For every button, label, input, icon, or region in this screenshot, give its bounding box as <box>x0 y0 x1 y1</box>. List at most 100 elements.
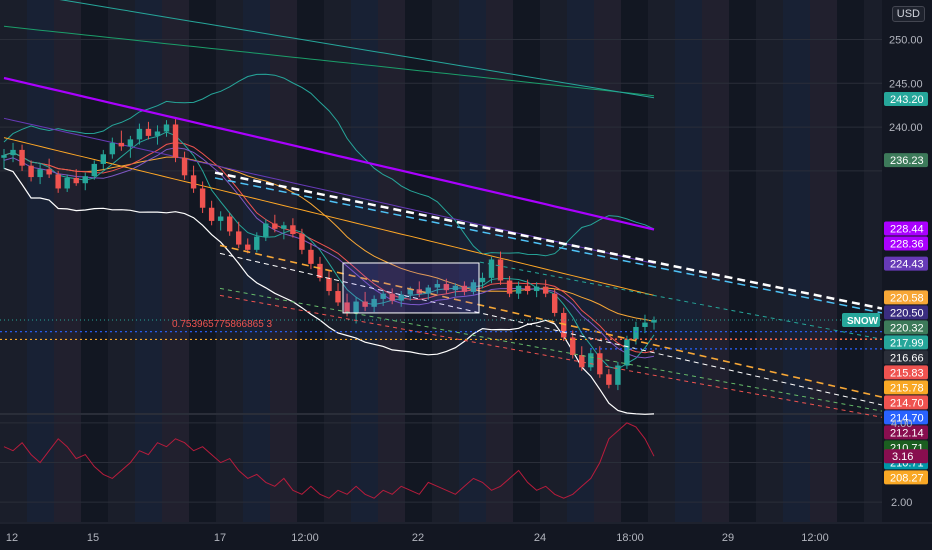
candle-body[interactable] <box>488 259 495 278</box>
drawing-overlays[interactable]: 0.753965775866865 3 <box>0 171 883 418</box>
candle-body[interactable] <box>624 339 630 366</box>
candle-body[interactable] <box>226 216 233 232</box>
candle-body[interactable] <box>542 286 549 294</box>
candle-body[interactable] <box>389 293 395 301</box>
price-tag[interactable] <box>884 256 928 271</box>
price-tag[interactable] <box>884 305 928 320</box>
candle-body[interactable] <box>100 154 107 164</box>
candle-body[interactable] <box>570 337 576 356</box>
price-axis[interactable]: 250.00 245.00 240.00 243.20 236.23 228.44 228.… <box>842 0 932 550</box>
candle-body[interactable] <box>236 231 242 245</box>
candle-body[interactable] <box>452 285 459 291</box>
candle-body[interactable] <box>145 128 152 136</box>
candle-body[interactable] <box>1 155 7 158</box>
candle-body[interactable] <box>425 287 432 294</box>
candle-body[interactable] <box>443 284 450 291</box>
symbol-tag[interactable] <box>842 313 880 328</box>
candle-body[interactable] <box>344 302 350 313</box>
time-axis[interactable]: 12 15 17 12:00 22 24 18:00 29 12:00 <box>0 522 932 550</box>
candle-body[interactable] <box>19 149 25 166</box>
price-tag[interactable] <box>884 153 928 168</box>
candle-body[interactable] <box>633 326 639 340</box>
price-tag[interactable] <box>884 470 928 485</box>
candle-body[interactable] <box>615 365 621 385</box>
trendline-lower-green[interactable] <box>219 287 883 412</box>
candle-body[interactable] <box>281 225 287 229</box>
candle-body[interactable] <box>190 175 197 189</box>
candle-body[interactable] <box>46 169 52 175</box>
candle-body[interactable] <box>290 225 296 235</box>
trendline-mid[interactable] <box>219 244 883 398</box>
candle-body[interactable] <box>136 128 143 140</box>
candle-body[interactable] <box>263 223 269 237</box>
candle-body[interactable] <box>109 142 116 155</box>
candle-body[interactable] <box>208 207 215 221</box>
candle-body[interactable] <box>642 322 648 327</box>
candle-body[interactable] <box>362 301 368 307</box>
candle-body[interactable] <box>497 259 504 281</box>
candle-body[interactable] <box>515 285 522 294</box>
candle-body[interactable] <box>335 291 341 303</box>
price-tag[interactable] <box>884 410 928 425</box>
price-tag[interactable] <box>884 425 928 440</box>
candle-body[interactable] <box>91 163 97 177</box>
price-tag[interactable] <box>884 365 928 380</box>
price-tag[interactable] <box>884 380 928 395</box>
candle-body[interactable] <box>37 169 43 178</box>
candle-body[interactable] <box>181 157 188 176</box>
candle-body[interactable] <box>64 177 70 189</box>
candle-body[interactable] <box>254 236 260 250</box>
candle-body[interactable] <box>163 124 170 132</box>
candlestick-series[interactable] <box>1 119 657 391</box>
candle-body[interactable] <box>533 286 540 292</box>
price-tag[interactable] <box>884 335 928 350</box>
candle-body[interactable] <box>588 353 594 368</box>
candle-body[interactable] <box>317 263 323 278</box>
price-tag[interactable] <box>884 350 928 365</box>
candle-body[interactable] <box>272 223 278 229</box>
candle-body[interactable] <box>82 176 88 184</box>
candle-body[interactable] <box>579 355 585 368</box>
trendline-upper[interactable] <box>214 171 883 310</box>
osc-value-tag[interactable] <box>884 449 928 464</box>
candle-body[interactable] <box>551 293 558 313</box>
price-tag[interactable] <box>884 92 928 107</box>
candle-body[interactable] <box>524 285 531 292</box>
candle-body[interactable] <box>606 374 612 385</box>
price-tag[interactable] <box>884 236 928 251</box>
candle-body[interactable] <box>651 320 657 323</box>
candle-body[interactable] <box>245 244 251 250</box>
candle-body[interactable] <box>506 280 513 294</box>
candle-body[interactable] <box>407 289 413 295</box>
range-box[interactable] <box>342 262 480 314</box>
candle-body[interactable] <box>308 249 314 264</box>
candle-body[interactable] <box>398 294 404 301</box>
candle-body[interactable] <box>154 131 161 136</box>
candle-body[interactable] <box>118 142 125 147</box>
candle-body[interactable] <box>73 177 79 184</box>
trendline-upper-blue[interactable] <box>214 177 883 314</box>
candle-body[interactable] <box>353 301 359 313</box>
trendline-lower-red[interactable] <box>219 294 883 418</box>
candle-body[interactable] <box>470 282 477 292</box>
candle-body[interactable] <box>326 277 332 292</box>
candle-body[interactable] <box>299 234 305 250</box>
candle-body[interactable] <box>55 174 61 189</box>
candle-body[interactable] <box>434 284 441 288</box>
candle-body[interactable] <box>597 353 603 375</box>
currency-button[interactable]: USD <box>891 6 925 22</box>
price-tag[interactable] <box>884 290 928 305</box>
price-tag[interactable] <box>884 395 928 410</box>
candle-body[interactable] <box>461 285 468 292</box>
price-tag[interactable] <box>884 320 928 335</box>
candle-body[interactable] <box>127 139 134 147</box>
candle-body[interactable] <box>199 188 206 208</box>
candle-body[interactable] <box>172 124 179 158</box>
price-tag[interactable] <box>884 221 928 236</box>
candle-body[interactable] <box>479 277 486 283</box>
candle-body[interactable] <box>10 149 16 156</box>
candle-body[interactable] <box>28 165 34 178</box>
candle-body[interactable] <box>561 312 567 338</box>
candle-body[interactable] <box>380 293 386 299</box>
